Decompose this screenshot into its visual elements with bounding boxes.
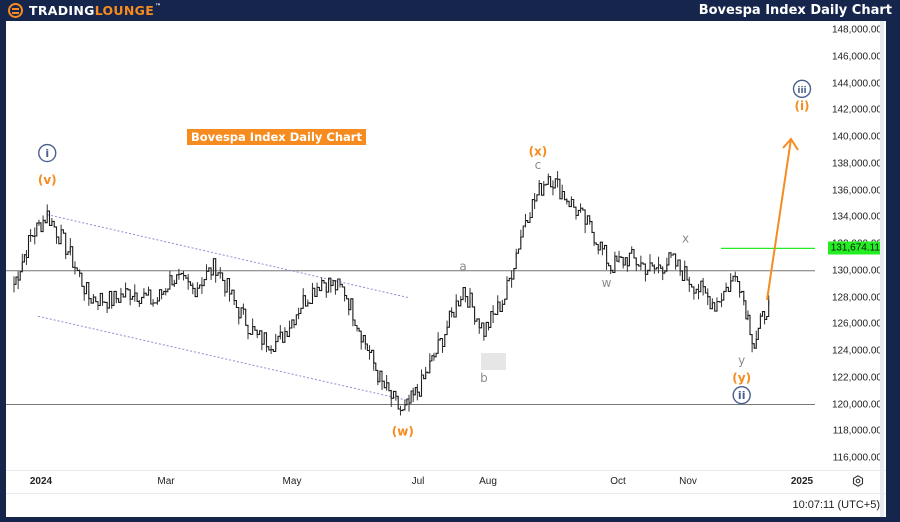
wave-label-v: (v) [38, 173, 57, 187]
price-tick-label: 124,000.00 [831, 345, 882, 357]
price-tick-label: 126,000.00 [831, 318, 882, 330]
wave-b-box [481, 353, 506, 370]
wave-label-y: (y) [732, 371, 751, 385]
current-price-badge: 131,674.11 [827, 241, 883, 255]
clock-label: 10:07:11 (UTC+5) [792, 499, 880, 511]
time-axis[interactable]: 2024 Mar May Jul Aug Oct Nov 2025 [6, 471, 886, 493]
price-tick-label: 146,000.00 [831, 51, 882, 63]
header-bar: TRADINGLOUNGE™ Bovespa Index Daily Chart [0, 0, 900, 21]
logo-text-trading: TRADING [29, 3, 95, 18]
price-tick-label: 128,000.00 [831, 292, 882, 303]
header-title: Bovespa Index Daily Chart [698, 3, 892, 18]
wave-label-c: c [535, 158, 542, 172]
arrow-head-icon [782, 137, 799, 151]
wave-label-i: i [45, 147, 49, 160]
price-tick-label: 122,000.00 [831, 372, 882, 384]
price-tick-label: 142,000.00 [831, 104, 882, 116]
price-axis[interactable]: 148,000.00 146,000.00 144,000.00 142,000.00… [815, 21, 887, 470]
channel-upper-line [47, 214, 409, 298]
channel-lower-line [37, 315, 409, 401]
time-tick-label: Oct [610, 476, 626, 487]
price-tick-label: 140,000.00 [831, 131, 882, 143]
panel-edge [880, 21, 884, 517]
wave-label-x: (x) [529, 145, 548, 159]
wave-label-b: b [480, 371, 488, 385]
time-tick-label: Jul [411, 476, 425, 487]
time-tick-label: 2024 [29, 476, 53, 487]
projection-arrow [766, 138, 792, 301]
tradinglounge-logo: TRADINGLOUNGE™ [8, 2, 161, 19]
wave-circle-i [38, 143, 57, 163]
price-tick-label: 130,000.00 [831, 265, 882, 277]
price-tick-label: 148,000.00 [831, 24, 882, 36]
time-tick-label: Nov [679, 476, 697, 487]
price-tick-label: 120,000.00 [831, 399, 882, 410]
wave-circle-ii [732, 385, 751, 405]
wave-label-y: y [738, 353, 745, 367]
plot-area[interactable]: i (v) (w) a b (x) c w x y (y) ii iii (i) Bovespa Inde… [6, 21, 815, 470]
wave-label-a: a [459, 260, 466, 274]
wave-label-iii: iii [797, 86, 806, 96]
chart-overlay-title: Bovespa Index Daily Chart [187, 129, 366, 145]
time-tick-label: 2025 [790, 476, 814, 487]
time-tick-label: May [282, 476, 302, 487]
price-tick-label: 118,000.00 [832, 425, 882, 437]
logo-trademark: ™ [155, 3, 162, 10]
price-tick-label: 134,000.00 [831, 211, 882, 223]
price-tick-label: 116,000.00 [832, 452, 882, 464]
logo-mark-icon [8, 3, 23, 18]
wave-label-i: (i) [794, 99, 809, 113]
logo-text: TRADINGLOUNGE™ [29, 3, 161, 18]
time-tick-label: Aug [479, 476, 497, 487]
gear-icon[interactable] [852, 475, 864, 487]
price-tick-label: 136,000.00 [831, 185, 882, 196]
price-tick-label: 144,000.00 [831, 78, 882, 89]
wave-label-ii: ii [738, 389, 746, 402]
wave-label-w: (w) [392, 424, 414, 438]
wave-circle-iii [792, 79, 812, 99]
price-tick-label: 138,000.00 [831, 158, 882, 170]
time-tick-label: Mar [157, 476, 175, 487]
chart-panel: i (v) (w) a b (x) c w x y (y) ii iii (i) Bovespa Inde… [6, 21, 886, 517]
wave-label-x: x [682, 232, 689, 246]
wave-label-w: w [602, 276, 612, 290]
axis-divider [6, 470, 886, 471]
footer-divider [6, 493, 886, 494]
logo-text-lounge: LOUNGE [94, 3, 155, 18]
